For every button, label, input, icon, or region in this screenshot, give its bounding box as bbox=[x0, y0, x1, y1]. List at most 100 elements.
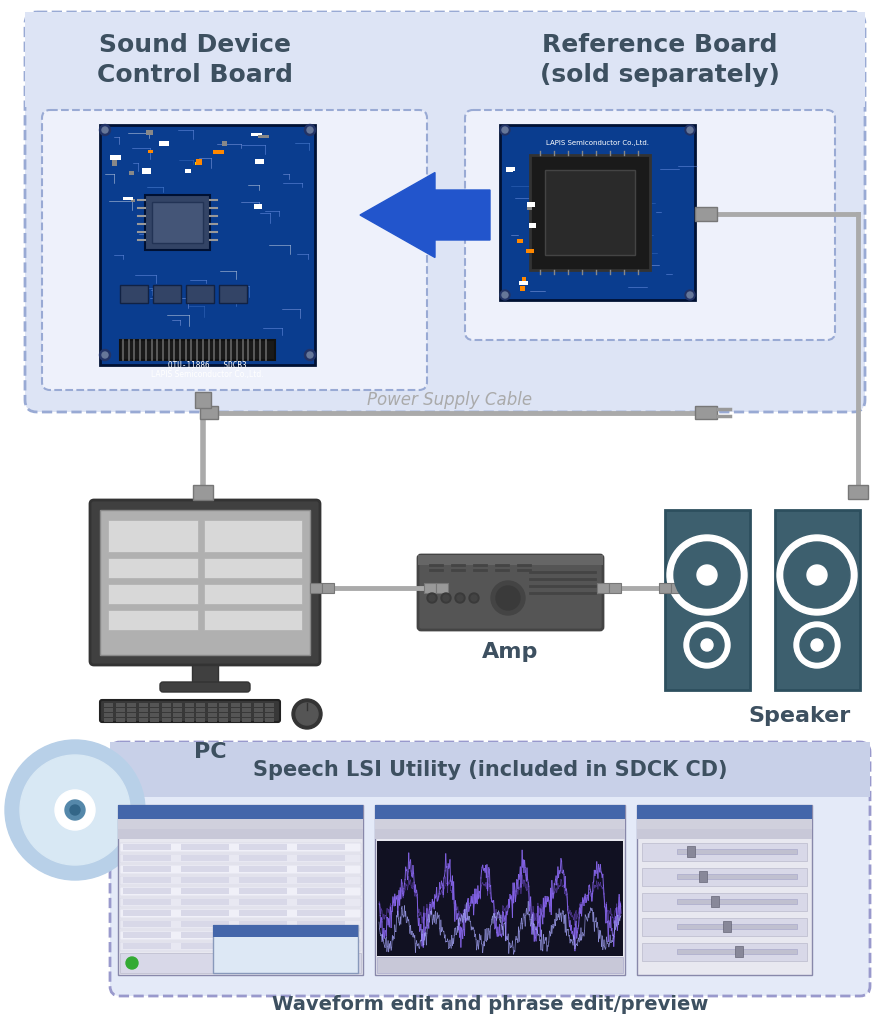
FancyBboxPatch shape bbox=[110, 155, 121, 160]
FancyBboxPatch shape bbox=[162, 713, 171, 717]
FancyBboxPatch shape bbox=[120, 854, 361, 863]
FancyBboxPatch shape bbox=[529, 223, 536, 228]
FancyBboxPatch shape bbox=[120, 876, 361, 885]
FancyBboxPatch shape bbox=[186, 285, 214, 303]
FancyBboxPatch shape bbox=[637, 819, 812, 829]
Circle shape bbox=[690, 628, 724, 662]
FancyBboxPatch shape bbox=[195, 203, 202, 206]
FancyBboxPatch shape bbox=[108, 520, 198, 552]
FancyBboxPatch shape bbox=[642, 868, 807, 886]
FancyBboxPatch shape bbox=[213, 150, 224, 154]
Circle shape bbox=[102, 127, 108, 133]
FancyBboxPatch shape bbox=[120, 909, 361, 918]
FancyBboxPatch shape bbox=[671, 583, 683, 593]
FancyBboxPatch shape bbox=[231, 713, 240, 717]
FancyBboxPatch shape bbox=[204, 520, 302, 552]
Circle shape bbox=[305, 125, 316, 135]
FancyBboxPatch shape bbox=[297, 855, 345, 861]
Circle shape bbox=[667, 535, 747, 615]
Text: PC: PC bbox=[194, 742, 226, 762]
FancyBboxPatch shape bbox=[120, 898, 361, 907]
FancyBboxPatch shape bbox=[642, 843, 807, 861]
FancyBboxPatch shape bbox=[100, 125, 315, 365]
FancyBboxPatch shape bbox=[204, 584, 302, 604]
FancyBboxPatch shape bbox=[251, 133, 262, 136]
Circle shape bbox=[491, 581, 525, 615]
FancyBboxPatch shape bbox=[184, 708, 193, 712]
FancyBboxPatch shape bbox=[118, 805, 363, 975]
FancyBboxPatch shape bbox=[123, 844, 171, 850]
FancyBboxPatch shape bbox=[196, 159, 202, 165]
FancyBboxPatch shape bbox=[118, 805, 363, 819]
FancyBboxPatch shape bbox=[127, 703, 136, 707]
FancyBboxPatch shape bbox=[129, 171, 134, 175]
FancyBboxPatch shape bbox=[139, 713, 148, 717]
FancyBboxPatch shape bbox=[637, 805, 812, 819]
Text: QTU-11886   SDCB3: QTU-11886 SDCB3 bbox=[168, 360, 247, 370]
FancyBboxPatch shape bbox=[519, 281, 528, 285]
FancyBboxPatch shape bbox=[104, 713, 113, 717]
FancyBboxPatch shape bbox=[196, 718, 205, 722]
FancyBboxPatch shape bbox=[213, 925, 358, 973]
FancyBboxPatch shape bbox=[173, 713, 182, 717]
FancyBboxPatch shape bbox=[377, 957, 623, 973]
FancyBboxPatch shape bbox=[695, 406, 717, 419]
FancyBboxPatch shape bbox=[131, 199, 135, 202]
FancyBboxPatch shape bbox=[322, 583, 334, 593]
FancyBboxPatch shape bbox=[195, 392, 211, 408]
FancyBboxPatch shape bbox=[204, 558, 302, 578]
FancyBboxPatch shape bbox=[418, 555, 603, 565]
FancyBboxPatch shape bbox=[375, 805, 625, 975]
FancyBboxPatch shape bbox=[219, 713, 228, 717]
FancyBboxPatch shape bbox=[239, 855, 287, 861]
FancyBboxPatch shape bbox=[375, 805, 625, 819]
FancyBboxPatch shape bbox=[192, 665, 218, 687]
FancyBboxPatch shape bbox=[254, 703, 263, 707]
FancyBboxPatch shape bbox=[642, 918, 807, 936]
FancyBboxPatch shape bbox=[120, 942, 361, 951]
FancyBboxPatch shape bbox=[310, 583, 322, 593]
FancyBboxPatch shape bbox=[265, 703, 274, 707]
FancyBboxPatch shape bbox=[123, 921, 171, 927]
FancyBboxPatch shape bbox=[108, 558, 198, 578]
FancyBboxPatch shape bbox=[120, 887, 361, 896]
Text: Power Supply Cable: Power Supply Cable bbox=[367, 391, 533, 409]
FancyBboxPatch shape bbox=[120, 931, 361, 940]
FancyBboxPatch shape bbox=[522, 278, 526, 281]
FancyBboxPatch shape bbox=[711, 896, 719, 907]
FancyBboxPatch shape bbox=[297, 921, 345, 927]
FancyBboxPatch shape bbox=[181, 943, 229, 949]
FancyBboxPatch shape bbox=[118, 819, 363, 829]
Text: Speaker: Speaker bbox=[749, 706, 851, 726]
Circle shape bbox=[469, 593, 479, 603]
Text: LAPIS Semiconductor Co.,Ltd.: LAPIS Semiconductor Co.,Ltd. bbox=[545, 140, 648, 146]
FancyBboxPatch shape bbox=[196, 708, 205, 712]
FancyBboxPatch shape bbox=[127, 708, 136, 712]
FancyBboxPatch shape bbox=[231, 703, 240, 707]
FancyBboxPatch shape bbox=[506, 167, 513, 172]
FancyBboxPatch shape bbox=[219, 703, 228, 707]
FancyBboxPatch shape bbox=[123, 855, 171, 861]
FancyBboxPatch shape bbox=[530, 155, 650, 270]
FancyBboxPatch shape bbox=[118, 829, 363, 839]
FancyBboxPatch shape bbox=[297, 888, 345, 894]
Circle shape bbox=[697, 565, 717, 585]
FancyBboxPatch shape bbox=[181, 888, 229, 894]
FancyBboxPatch shape bbox=[120, 285, 148, 303]
FancyBboxPatch shape bbox=[239, 888, 287, 894]
FancyBboxPatch shape bbox=[242, 703, 251, 707]
FancyBboxPatch shape bbox=[213, 925, 358, 937]
FancyBboxPatch shape bbox=[597, 583, 609, 593]
FancyBboxPatch shape bbox=[152, 202, 203, 243]
Circle shape bbox=[70, 805, 80, 815]
Circle shape bbox=[457, 595, 463, 601]
FancyBboxPatch shape bbox=[242, 718, 251, 722]
FancyBboxPatch shape bbox=[108, 610, 198, 630]
FancyBboxPatch shape bbox=[527, 202, 535, 207]
FancyBboxPatch shape bbox=[265, 718, 274, 722]
FancyBboxPatch shape bbox=[120, 865, 361, 874]
FancyBboxPatch shape bbox=[375, 829, 625, 839]
FancyBboxPatch shape bbox=[297, 943, 345, 949]
FancyBboxPatch shape bbox=[677, 949, 797, 954]
FancyBboxPatch shape bbox=[677, 924, 797, 929]
